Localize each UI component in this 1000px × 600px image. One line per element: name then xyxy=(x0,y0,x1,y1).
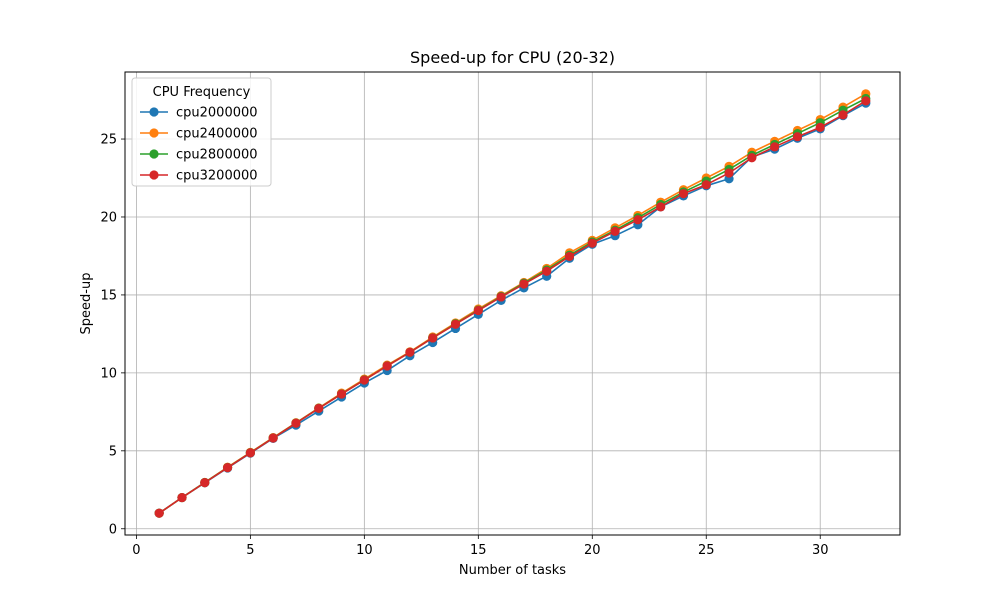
data-point xyxy=(564,251,575,262)
legend: CPU Frequency cpu2000000 cpu2400000 cpu2800… xyxy=(131,77,272,187)
x-tick-label: 25 xyxy=(698,543,715,558)
y-tick-label: 25 xyxy=(100,133,117,148)
chart-title: Speed-up for CPU (20-32) xyxy=(410,48,615,67)
data-point xyxy=(268,433,278,443)
ticks: 0 5 10 15 20 25 30 0 5 10 15 20 25 xyxy=(100,133,828,558)
data-point xyxy=(496,292,506,302)
data-point xyxy=(428,333,438,343)
legend-marker xyxy=(149,107,159,117)
data-point xyxy=(542,266,552,276)
data-point xyxy=(359,375,369,385)
data-point xyxy=(222,463,233,473)
x-tick-label: 20 xyxy=(584,543,601,558)
data-point xyxy=(770,142,780,152)
data-point xyxy=(678,188,689,199)
legend-marker xyxy=(149,170,159,180)
data-point xyxy=(815,122,825,132)
y-tick-label: 0 xyxy=(109,522,117,537)
series-cpu3200000 xyxy=(154,96,871,518)
data-point xyxy=(587,238,597,248)
data-point xyxy=(245,448,255,458)
x-axis-label: Number of tasks xyxy=(459,563,566,578)
y-tick-label: 15 xyxy=(100,288,117,303)
data-point xyxy=(405,347,415,357)
plot-frame xyxy=(124,71,901,536)
data-point xyxy=(473,305,483,316)
data-point xyxy=(610,226,620,236)
data-point xyxy=(792,132,803,142)
data-point xyxy=(838,110,848,120)
data-point xyxy=(450,319,461,329)
data-point xyxy=(177,492,187,503)
data-point xyxy=(291,418,301,428)
legend-label: cpu2400000 xyxy=(176,127,258,142)
y-tick-label: 5 xyxy=(109,444,117,459)
x-tick-label: 0 xyxy=(132,543,140,558)
x-tick-label: 10 xyxy=(356,543,373,558)
x-tick-label: 5 xyxy=(246,543,254,558)
data-point xyxy=(200,478,210,488)
data-point xyxy=(747,153,757,163)
legend-label: cpu2000000 xyxy=(176,106,258,121)
legend-label: cpu3200000 xyxy=(176,169,258,184)
legend-title: CPU Frequency xyxy=(153,85,251,100)
legend-box xyxy=(131,77,272,187)
data-point xyxy=(336,389,347,399)
series-layer xyxy=(154,89,871,518)
legend-label: cpu2800000 xyxy=(176,148,258,163)
legend-marker xyxy=(149,128,159,138)
data-point xyxy=(519,279,529,289)
data-point xyxy=(154,508,164,518)
y-tick-label: 10 xyxy=(100,366,117,381)
data-point xyxy=(382,361,392,371)
data-point xyxy=(724,168,734,178)
y-tick-label: 20 xyxy=(100,210,117,225)
data-point xyxy=(314,403,324,414)
data-point xyxy=(701,180,711,190)
data-point xyxy=(656,202,666,212)
x-tick-label: 15 xyxy=(470,543,487,558)
data-point xyxy=(633,215,643,225)
data-point xyxy=(861,96,871,106)
x-tick-label: 30 xyxy=(812,543,829,558)
y-axis-label: Speed-up xyxy=(79,273,94,335)
legend-marker xyxy=(149,149,159,159)
